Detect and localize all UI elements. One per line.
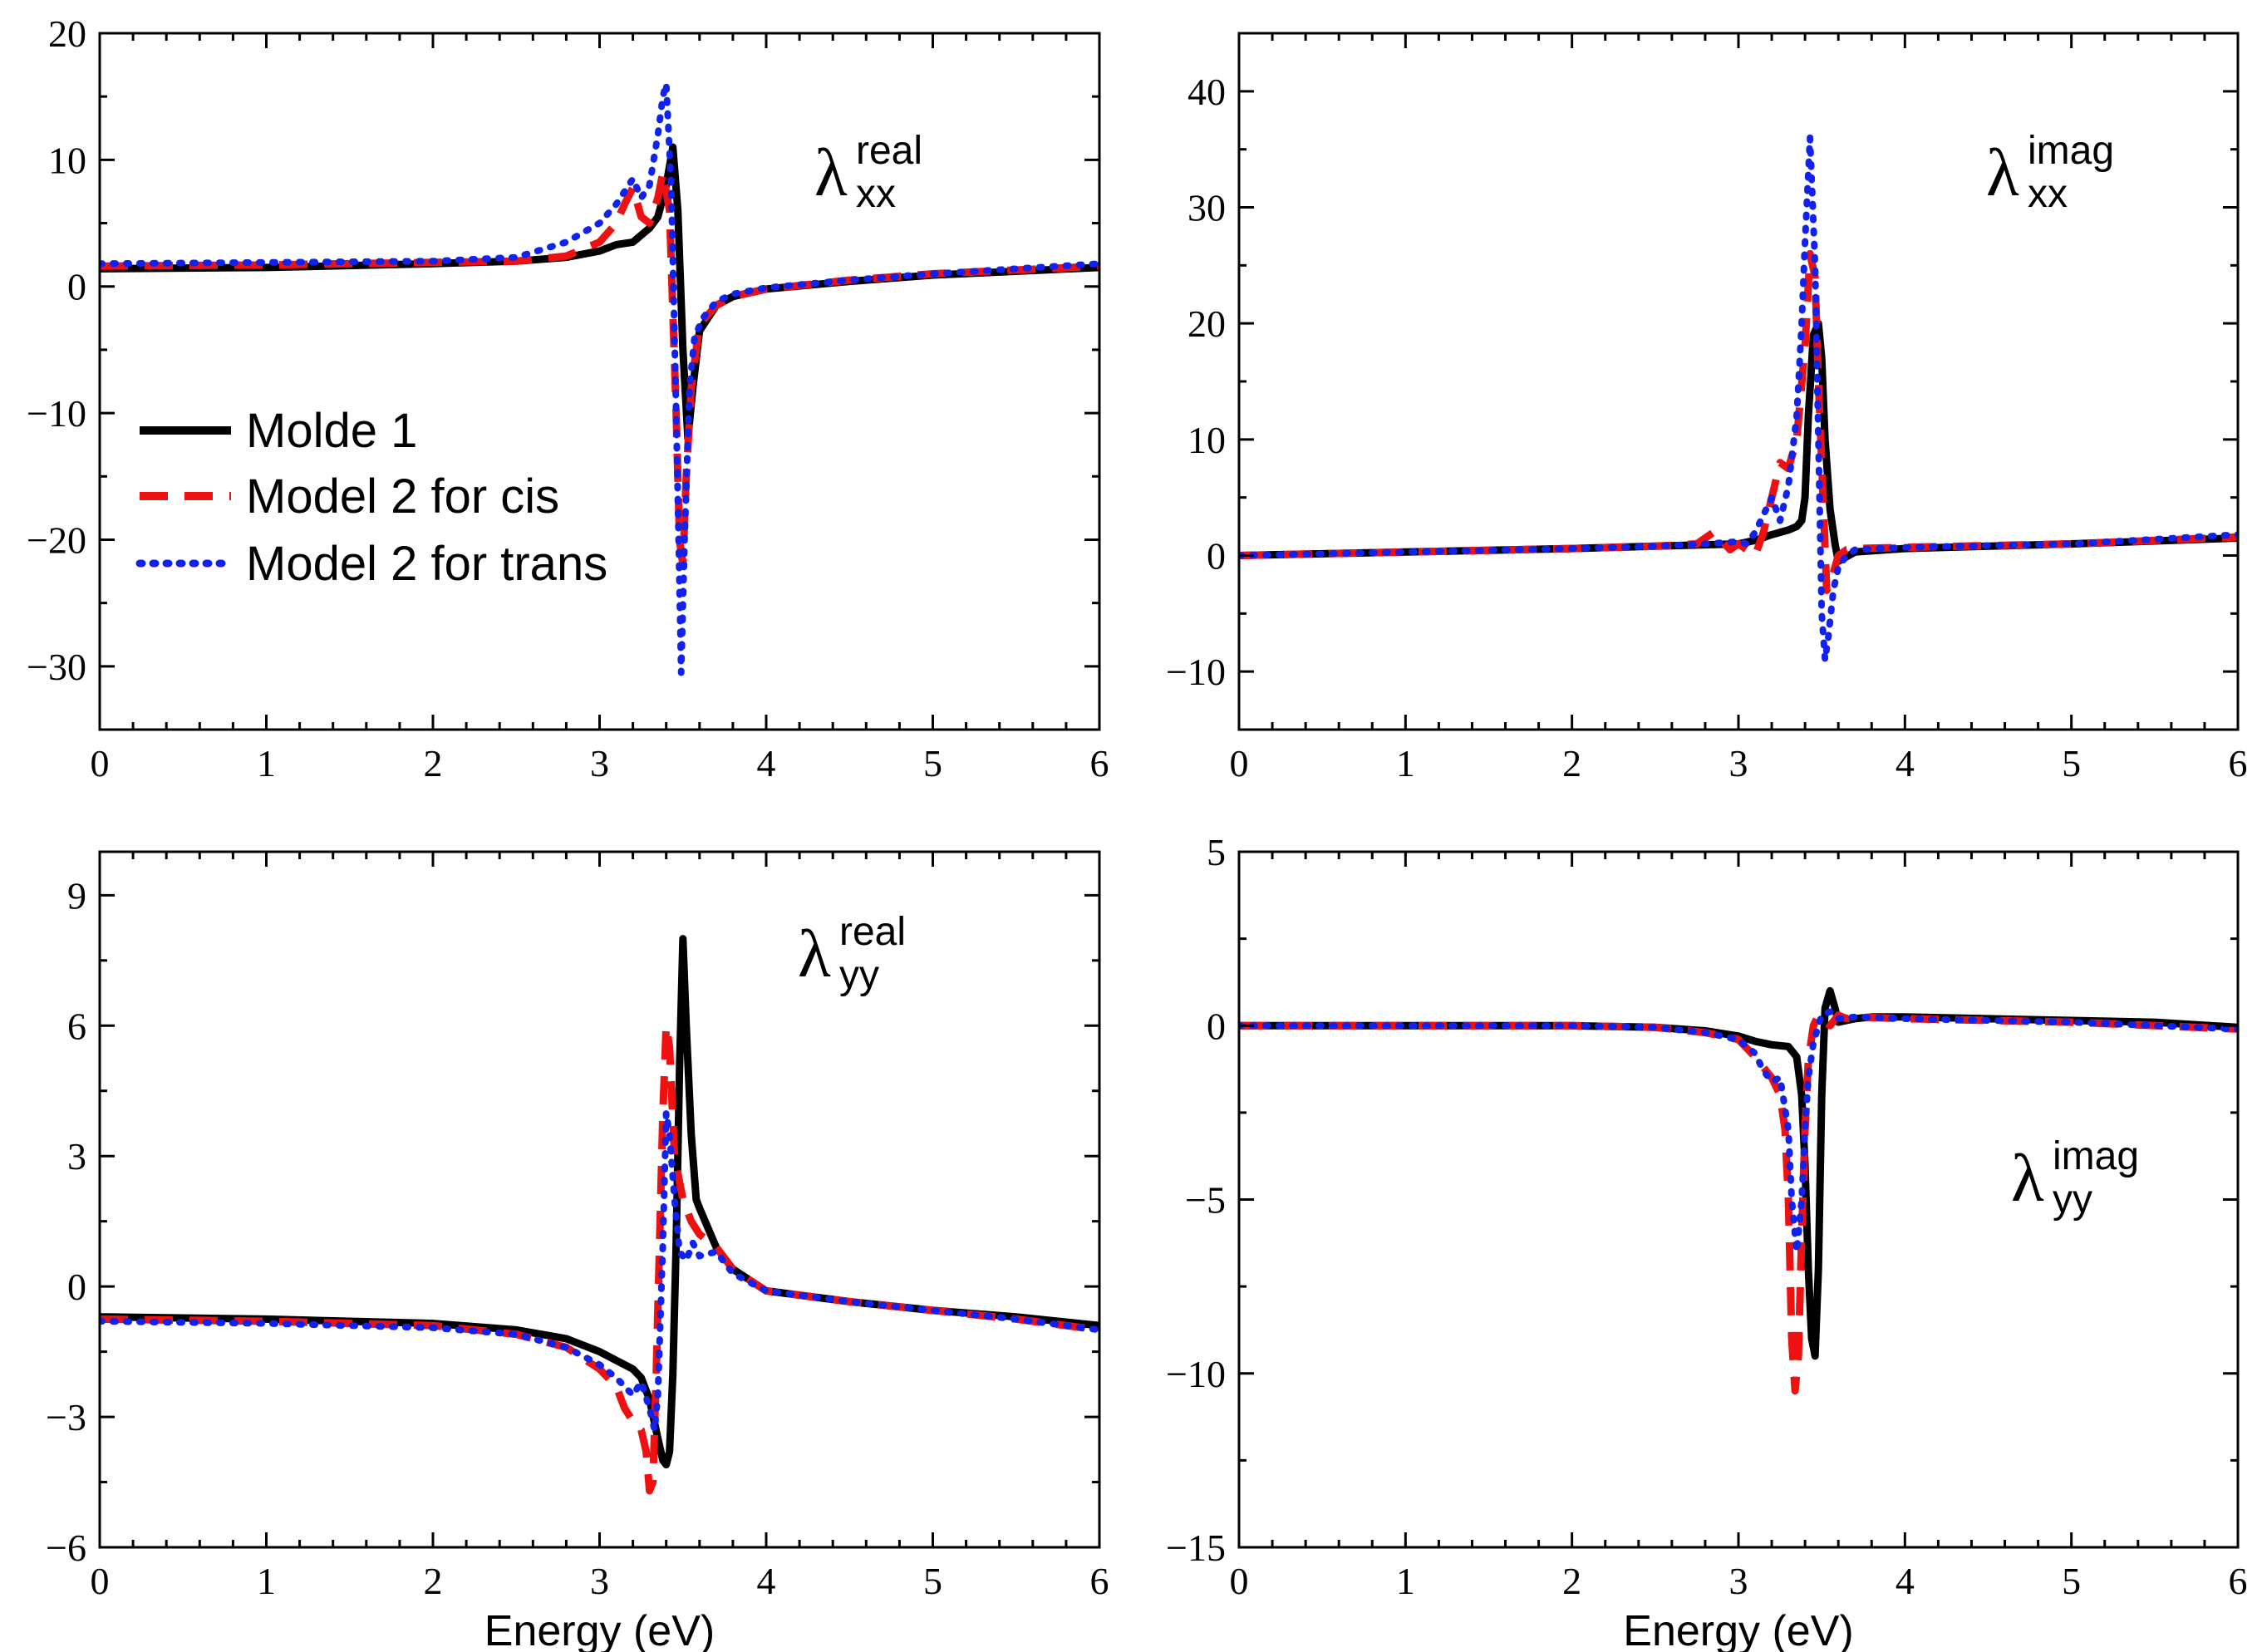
y-tick-label: 5 xyxy=(1207,831,1226,873)
y-tick-label: −30 xyxy=(27,646,86,688)
series-line-model-2-for-trans xyxy=(1239,1008,2238,1256)
x-tick-label: 6 xyxy=(2229,1560,2248,1602)
plot-frame xyxy=(98,32,1101,731)
x-tick-label: 1 xyxy=(257,742,276,784)
y-tick-label: −6 xyxy=(46,1527,86,1569)
y-tick-label: 10 xyxy=(1188,419,1226,461)
y-tick-label: −5 xyxy=(1185,1179,1226,1222)
x-tick-label: 0 xyxy=(91,742,110,784)
x-axis-label: Energy (eV) xyxy=(1623,1607,1853,1652)
series-line-molde-1 xyxy=(100,935,1099,1469)
panel-symbol: λ xyxy=(798,916,831,991)
x-tick-label: 3 xyxy=(590,742,609,784)
series-line-model-2-for-trans xyxy=(100,1109,1099,1433)
y-tick-label: 0 xyxy=(1207,535,1226,578)
x-tick-label: 4 xyxy=(1896,1560,1915,1602)
y-tick-label: 3 xyxy=(67,1135,86,1178)
x-tick-label: 6 xyxy=(1090,1560,1109,1602)
y-tick-label: −20 xyxy=(27,519,86,561)
x-tick-label: 5 xyxy=(2062,742,2081,784)
y-tick-label: 9 xyxy=(67,874,86,917)
y-tick-label: 0 xyxy=(67,1266,86,1308)
x-tick-label: 4 xyxy=(757,1560,776,1602)
x-tick-label: 3 xyxy=(1729,742,1748,784)
panel-symbol-superscript: real xyxy=(839,910,906,954)
y-tick-label: −10 xyxy=(27,392,86,435)
x-tick-label: 1 xyxy=(1396,742,1415,784)
y-tick-label: −10 xyxy=(1166,651,1226,693)
x-tick-label: 5 xyxy=(923,742,942,784)
y-tick-label: 20 xyxy=(48,12,86,55)
x-tick-label: 2 xyxy=(1562,742,1581,784)
legend-label: Molde 1 xyxy=(246,404,417,458)
y-tick-label: 10 xyxy=(48,139,86,181)
panel-symbol: λ xyxy=(2011,1140,2044,1216)
y-tick-label: −15 xyxy=(1166,1527,1226,1569)
series-line-molde-1 xyxy=(1239,319,2238,565)
x-tick-label: 0 xyxy=(91,1560,110,1602)
x-tick-label: 5 xyxy=(2062,1560,2081,1602)
x-tick-label: 3 xyxy=(1729,1560,1748,1602)
panel-symbol-subscript: yy xyxy=(839,953,879,997)
y-tick-label: −3 xyxy=(46,1396,86,1438)
x-tick-label: 4 xyxy=(1896,742,1915,784)
x-tick-label: 1 xyxy=(1396,1560,1415,1602)
panel-symbol-subscript: xx xyxy=(2028,172,2068,216)
panel-symbol: λ xyxy=(1986,135,2019,210)
x-tick-label: 5 xyxy=(923,1560,942,1602)
y-tick-label: 30 xyxy=(1188,187,1226,229)
series-line-model-2-for-cis xyxy=(100,1021,1099,1495)
y-tick-label: 0 xyxy=(1207,1005,1226,1047)
x-tick-label: 6 xyxy=(2229,742,2248,784)
x-tick-label: 1 xyxy=(257,1560,276,1602)
y-tick-label: 6 xyxy=(67,1005,86,1047)
plot-frame xyxy=(98,850,1101,1549)
legend-label: Model 2 for cis xyxy=(246,470,559,524)
panel-symbol-superscript: imag xyxy=(2053,1134,2139,1178)
legend: Molde 1 Model 2 for cis Model 2 for trans xyxy=(135,404,607,591)
x-tick-label: 3 xyxy=(590,1560,609,1602)
x-axis-label: Energy (eV) xyxy=(484,1607,715,1652)
panel-symbol: λ xyxy=(814,135,848,210)
series-line-model-2-for-trans xyxy=(1239,134,2238,664)
panel-symbol-subscript: yy xyxy=(2053,1178,2092,1222)
x-tick-label: 2 xyxy=(424,1560,443,1602)
panel-symbol-superscript: imag xyxy=(2028,129,2114,173)
series-line-model-2-for-cis xyxy=(100,169,1099,569)
x-tick-label: 2 xyxy=(1562,1560,1581,1602)
x-tick-label: 0 xyxy=(1230,1560,1249,1602)
panel-symbol-superscript: real xyxy=(856,129,922,173)
y-tick-label: −10 xyxy=(1166,1353,1226,1395)
y-tick-label: 40 xyxy=(1188,71,1226,113)
panel-symbol-subscript: xx xyxy=(856,172,896,216)
x-tick-label: 4 xyxy=(757,742,776,784)
y-tick-label: 0 xyxy=(67,266,86,308)
y-tick-label: 20 xyxy=(1188,302,1226,345)
x-tick-label: 2 xyxy=(424,742,443,784)
x-tick-label: 0 xyxy=(1230,742,1249,784)
x-tick-label: 6 xyxy=(1090,742,1109,784)
series-line-model-2-for-cis xyxy=(1239,249,2238,594)
series-line-molde-1 xyxy=(100,143,1099,443)
legend-label: Model 2 for trans xyxy=(246,537,607,591)
